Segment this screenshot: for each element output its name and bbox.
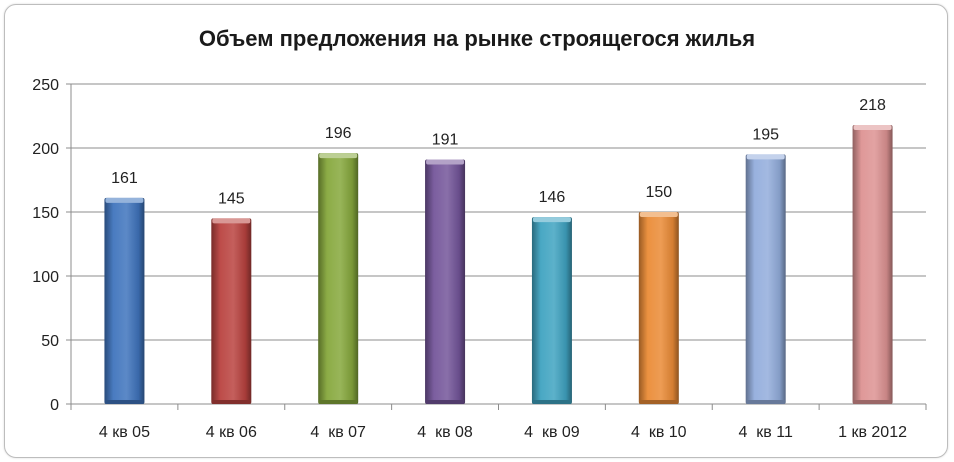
x-tick-label: 4 кв 09 bbox=[524, 424, 580, 441]
x-tick-label: 4 кв 07 bbox=[310, 424, 366, 441]
bar bbox=[745, 154, 786, 404]
y-tick-label: 0 bbox=[50, 397, 59, 414]
bar bbox=[638, 212, 679, 404]
bar bbox=[318, 153, 359, 404]
bar-base-shade bbox=[532, 400, 571, 404]
bar-top-highlight bbox=[746, 154, 785, 160]
data-label: 195 bbox=[752, 126, 779, 143]
data-label: 191 bbox=[432, 132, 459, 149]
labels: 0 50 100 150 200 250 161 4 кв 05 145 4 кв 06 196 4 … bbox=[32, 77, 907, 441]
axes bbox=[66, 83, 927, 410]
gridlines bbox=[71, 83, 926, 341]
y-tick-label: 100 bbox=[32, 269, 59, 286]
y-tick-label: 150 bbox=[32, 205, 59, 222]
data-label: 218 bbox=[859, 97, 886, 114]
bar-base-shade bbox=[319, 400, 358, 404]
x-tick-label: 4 кв 11 bbox=[739, 424, 793, 441]
bar-top-highlight bbox=[105, 197, 144, 203]
bar bbox=[211, 218, 252, 404]
data-label: 150 bbox=[645, 184, 672, 201]
data-label: 146 bbox=[539, 189, 566, 206]
y-tick-label: 50 bbox=[41, 333, 59, 350]
y-tick-label: 200 bbox=[32, 141, 59, 158]
x-tick-label: 1 кв 2012 bbox=[838, 424, 907, 441]
bars bbox=[104, 124, 893, 405]
data-label: 196 bbox=[325, 125, 352, 142]
bar-top-highlight bbox=[639, 212, 678, 217]
bar-base-shade bbox=[105, 400, 144, 404]
bar-top-highlight bbox=[426, 159, 465, 165]
x-tick-label: 4 кв 08 bbox=[417, 424, 473, 441]
chart-frame bbox=[4, 4, 948, 458]
bar-base-shade bbox=[212, 400, 251, 404]
chart-title: Объем предложения на рынке строящегося ж… bbox=[198, 26, 756, 51]
data-label: 145 bbox=[218, 190, 245, 207]
bar bbox=[425, 159, 466, 404]
data-label: 161 bbox=[111, 170, 138, 187]
bar-top-highlight bbox=[532, 217, 571, 223]
y-tick-label: 250 bbox=[32, 77, 59, 94]
bar-base-shade bbox=[746, 400, 785, 404]
bar-top-highlight bbox=[212, 218, 251, 224]
x-tick-label: 4 кв 05 bbox=[99, 424, 150, 441]
bar-base-shade bbox=[426, 400, 465, 404]
bar bbox=[852, 124, 893, 405]
x-tick-label: 4 кв 06 bbox=[206, 424, 257, 441]
x-tick-label: 4 кв 10 bbox=[631, 424, 687, 441]
bar bbox=[531, 217, 572, 404]
bar-base-shade bbox=[639, 400, 678, 404]
bar-top-highlight bbox=[853, 124, 892, 130]
bar-base-shade bbox=[853, 400, 892, 404]
bar bbox=[104, 197, 145, 404]
bar-top-highlight bbox=[319, 153, 358, 159]
